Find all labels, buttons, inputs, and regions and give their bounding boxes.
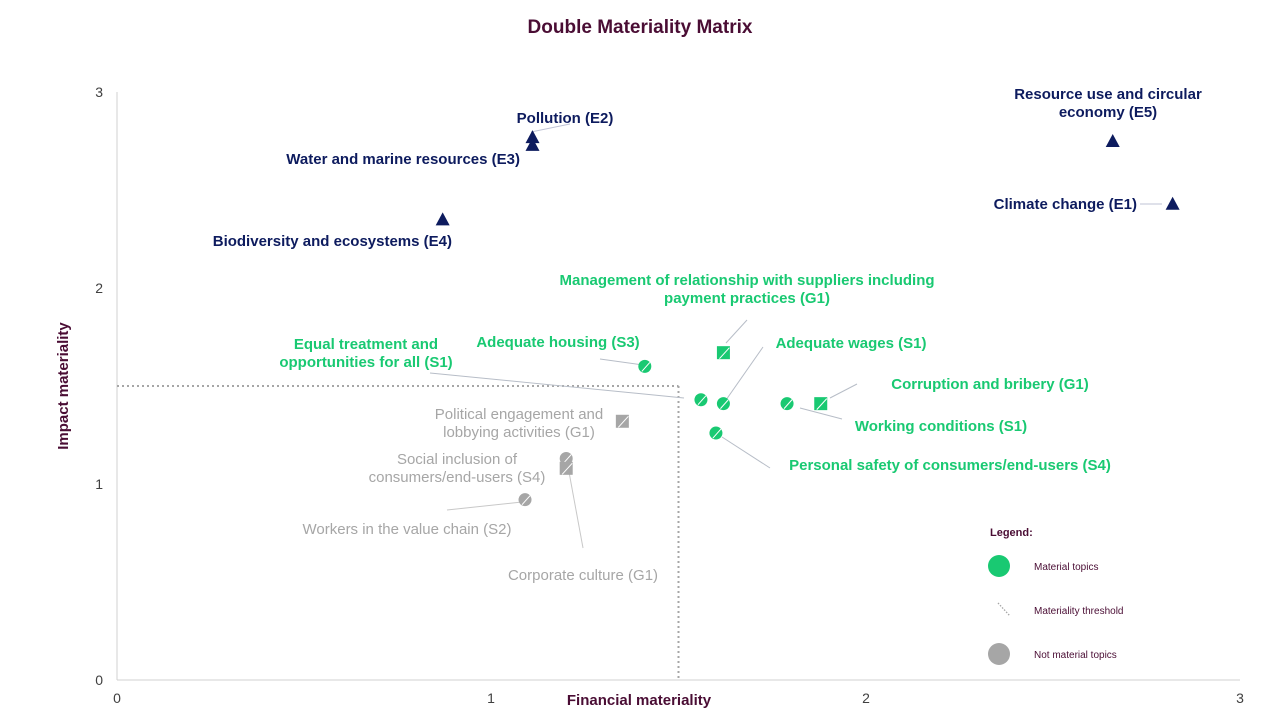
legend-title: Legend: [990,527,1033,539]
y-tick-label: 0 [95,672,103,688]
point-label: Adequate wages (S1) [776,335,927,352]
legend-marker-threshold [997,602,1011,617]
point-label: Personal safety of consumers/end-users (… [789,457,1111,474]
data-point-marker [518,493,532,507]
x-tick-label: 0 [113,690,121,706]
y-tick-label: 2 [95,280,103,296]
data-point-marker [525,137,540,151]
leader-line [725,346,764,401]
leader-line [721,436,771,469]
marker-highlight [783,399,793,409]
point-label: Resource use and circular economy (E5) [1014,86,1202,121]
point-label: Workers in the value chain (S2) [303,521,512,538]
leader-line [725,319,748,344]
data-point-marker [709,426,723,440]
legend-label-not-material: Not material topics [1034,650,1117,661]
leader-lines [429,123,1162,549]
leader-line [568,471,584,549]
point-labels: Pollution (E2) Water and marine resources… [213,86,1202,584]
marker-highlight [719,347,730,360]
leader-line [530,123,571,133]
marker-highlight [561,462,573,475]
legend-marker-material [988,555,1010,577]
point-label-line: Political engagement and [435,406,603,423]
point-label: Pollution (E2) [517,110,614,127]
chart-title: Double Materiality Matrix [528,17,753,38]
data-point-marker [559,461,573,475]
marker-highlight [720,399,729,409]
data-markers [435,130,1180,507]
point-label-line: economy (E5) [1059,104,1157,121]
point-label: Political engagement and lobbying activit… [435,406,603,441]
leader-line [829,383,858,399]
point-label-line: Equal treatment and [294,336,438,353]
legend-label-threshold: Materiality threshold [1034,606,1123,617]
marker-highlight [712,428,722,439]
marker-highlight [617,415,629,428]
point-label: Corruption and bribery (G1) [891,376,1089,393]
point-label: Climate change (E1) [994,196,1137,213]
point-label-line: Resource use and circular [1014,86,1202,103]
x-tick-label: 3 [1236,690,1244,706]
data-point-marker [694,393,708,407]
point-label: Equal treatment and opportunities for all… [279,336,452,371]
leader-line [446,501,523,511]
data-point-marker [1105,134,1120,147]
marker-highlight [521,495,531,506]
point-label-line: Management of relationship with supplier… [559,272,934,289]
x-tick-labels: 0 1 2 3 [113,690,1244,706]
data-point-marker [615,414,629,428]
leader-line [429,372,685,399]
point-label: Water and marine resources (E3) [286,151,520,168]
legend-marker-not-material [988,643,1010,665]
data-point-marker [1165,196,1180,210]
y-axis-title: Impact materiality [55,322,72,450]
leader-line [599,358,644,366]
marker-highlight [816,398,828,410]
x-tick-label: 2 [862,690,870,706]
point-label-line: lobbying activities (G1) [443,424,595,441]
data-point-marker [780,397,794,411]
x-tick-label: 1 [487,690,495,706]
point-label: Corporate culture (G1) [508,567,658,584]
point-label: Social inclusion of consumers/end-users (… [369,451,546,486]
point-label-line: opportunities for all (S1) [279,354,452,371]
marker-highlight [697,395,707,406]
y-tick-label: 3 [95,84,103,100]
point-label-line: consumers/end-users (S4) [369,469,546,486]
data-point-marker [814,397,828,411]
materiality-threshold [117,385,680,680]
data-point-marker [559,452,573,466]
y-tick-labels: 0 1 2 3 [95,84,103,688]
data-point-marker [435,212,450,226]
data-point-marker [716,346,730,360]
y-tick-label: 1 [95,476,103,492]
leader-line [799,407,843,420]
data-point-marker [525,130,540,144]
legend: Legend: Material topics Materiality thre… [988,527,1123,665]
marker-highlight [641,362,651,372]
data-point-marker [716,397,730,411]
point-label-line: payment practices (G1) [664,290,830,307]
point-label: Management of relationship with supplier… [559,272,934,307]
point-label: Working conditions (S1) [855,418,1027,435]
data-point-marker [638,359,652,373]
legend-label-material: Material topics [1034,562,1098,573]
x-axis-title: Financial materiality [567,692,712,709]
point-label-line: Social inclusion of [397,451,518,468]
point-label: Adequate housing (S3) [476,334,639,351]
point-label: Biodiversity and ecosystems (E4) [213,233,452,250]
